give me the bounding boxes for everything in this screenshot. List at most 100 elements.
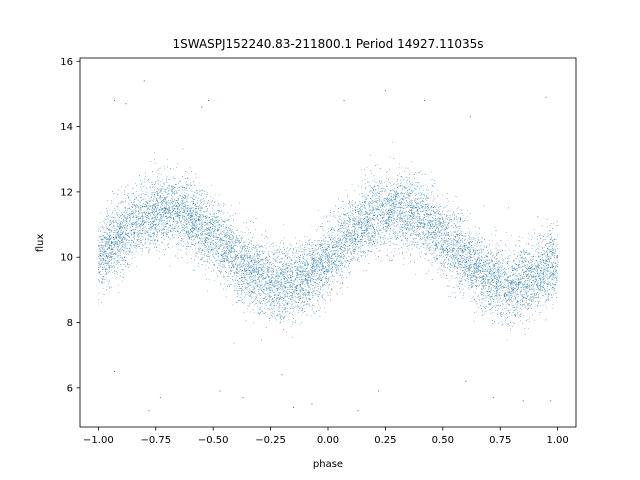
scatter-point [410, 198, 412, 200]
scatter-point [535, 273, 536, 274]
scatter-point [541, 252, 542, 253]
scatter-point [149, 182, 150, 183]
scatter-point [142, 198, 143, 200]
scatter-point [475, 251, 477, 252]
scatter-point [401, 166, 403, 168]
scatter-point [417, 193, 419, 194]
scatter-point [102, 266, 103, 268]
scatter-point [433, 241, 434, 243]
scatter-point [215, 225, 217, 226]
scatter-point [346, 237, 348, 239]
scatter-point [398, 203, 400, 204]
scatter-point [442, 270, 443, 271]
scatter-point [187, 201, 188, 203]
scatter-point [456, 277, 457, 278]
scatter-point [155, 203, 157, 204]
scatter-point [119, 232, 121, 234]
scatter-point [386, 219, 387, 221]
scatter-point [395, 239, 397, 241]
scatter-point [244, 277, 245, 278]
scatter-point [408, 195, 409, 196]
scatter-point [292, 253, 294, 254]
scatter-point [141, 229, 143, 231]
scatter-point [268, 288, 269, 289]
scatter-point [271, 296, 273, 297]
scatter-point [306, 283, 308, 284]
scatter-point [290, 271, 291, 272]
scatter-point [460, 244, 462, 246]
scatter-point [519, 241, 521, 243]
scatter-point [136, 204, 138, 206]
scatter-point [385, 198, 387, 199]
scatter-point [360, 236, 361, 237]
scatter-point [440, 275, 442, 276]
scatter-point [441, 233, 442, 234]
scatter-point [334, 266, 335, 267]
scatter-point [204, 194, 206, 196]
scatter-point [257, 269, 259, 271]
scatter-point [335, 251, 337, 252]
scatter-point [529, 280, 530, 281]
scatter-point [243, 259, 245, 261]
scatter-point [299, 286, 301, 288]
scatter-point [448, 260, 450, 262]
scatter-point [424, 258, 426, 259]
scatter-point [495, 255, 497, 257]
scatter-point [475, 242, 476, 244]
scatter-point [525, 301, 526, 303]
scatter-point [135, 221, 137, 222]
scatter-point [228, 253, 229, 255]
scatter-point [262, 286, 263, 288]
scatter-point [250, 265, 252, 266]
scatter-point [412, 181, 413, 183]
scatter-point [419, 226, 421, 227]
scatter-point [345, 189, 347, 191]
scatter-point [430, 171, 432, 173]
scatter-point [232, 239, 234, 240]
scatter-point [522, 265, 523, 267]
scatter-point [178, 186, 180, 188]
scatter-point [340, 216, 341, 218]
scatter-point [340, 244, 342, 246]
scatter-point [145, 222, 147, 224]
scatter-point [273, 289, 275, 291]
scatter-point [309, 253, 311, 254]
scatter-point [240, 257, 241, 258]
scatter-point [381, 204, 382, 206]
scatter-point [121, 232, 122, 233]
scatter-point [465, 218, 466, 219]
scatter-point [523, 271, 525, 272]
scatter-point [493, 264, 494, 266]
scatter-point [334, 230, 335, 231]
scatter-point [255, 276, 256, 278]
scatter-point [475, 278, 477, 280]
scatter-point [220, 284, 222, 285]
scatter-point [471, 257, 472, 259]
scatter-point [448, 266, 450, 267]
scatter-point [255, 303, 257, 305]
scatter-point [147, 203, 149, 205]
scatter-point [220, 217, 222, 218]
scatter-point [254, 278, 256, 280]
scatter-point [503, 286, 504, 287]
scatter-point [126, 257, 128, 259]
scatter-point [219, 244, 220, 246]
scatter-point [100, 264, 101, 266]
scatter-point [409, 194, 410, 196]
scatter-point [120, 272, 121, 273]
scatter-point [113, 229, 115, 231]
scatter-point [123, 217, 125, 219]
scatter-point [286, 263, 287, 264]
scatter-point [248, 291, 249, 293]
scatter-point [210, 232, 211, 234]
scatter-point [473, 251, 474, 252]
scatter-point [471, 262, 473, 263]
scatter-point [457, 258, 459, 260]
scatter-point [419, 252, 421, 254]
scatter-point [524, 271, 526, 273]
scatter-point [320, 287, 322, 288]
scatter-point [149, 235, 151, 236]
scatter-point [292, 276, 294, 278]
scatter-point [360, 218, 362, 220]
